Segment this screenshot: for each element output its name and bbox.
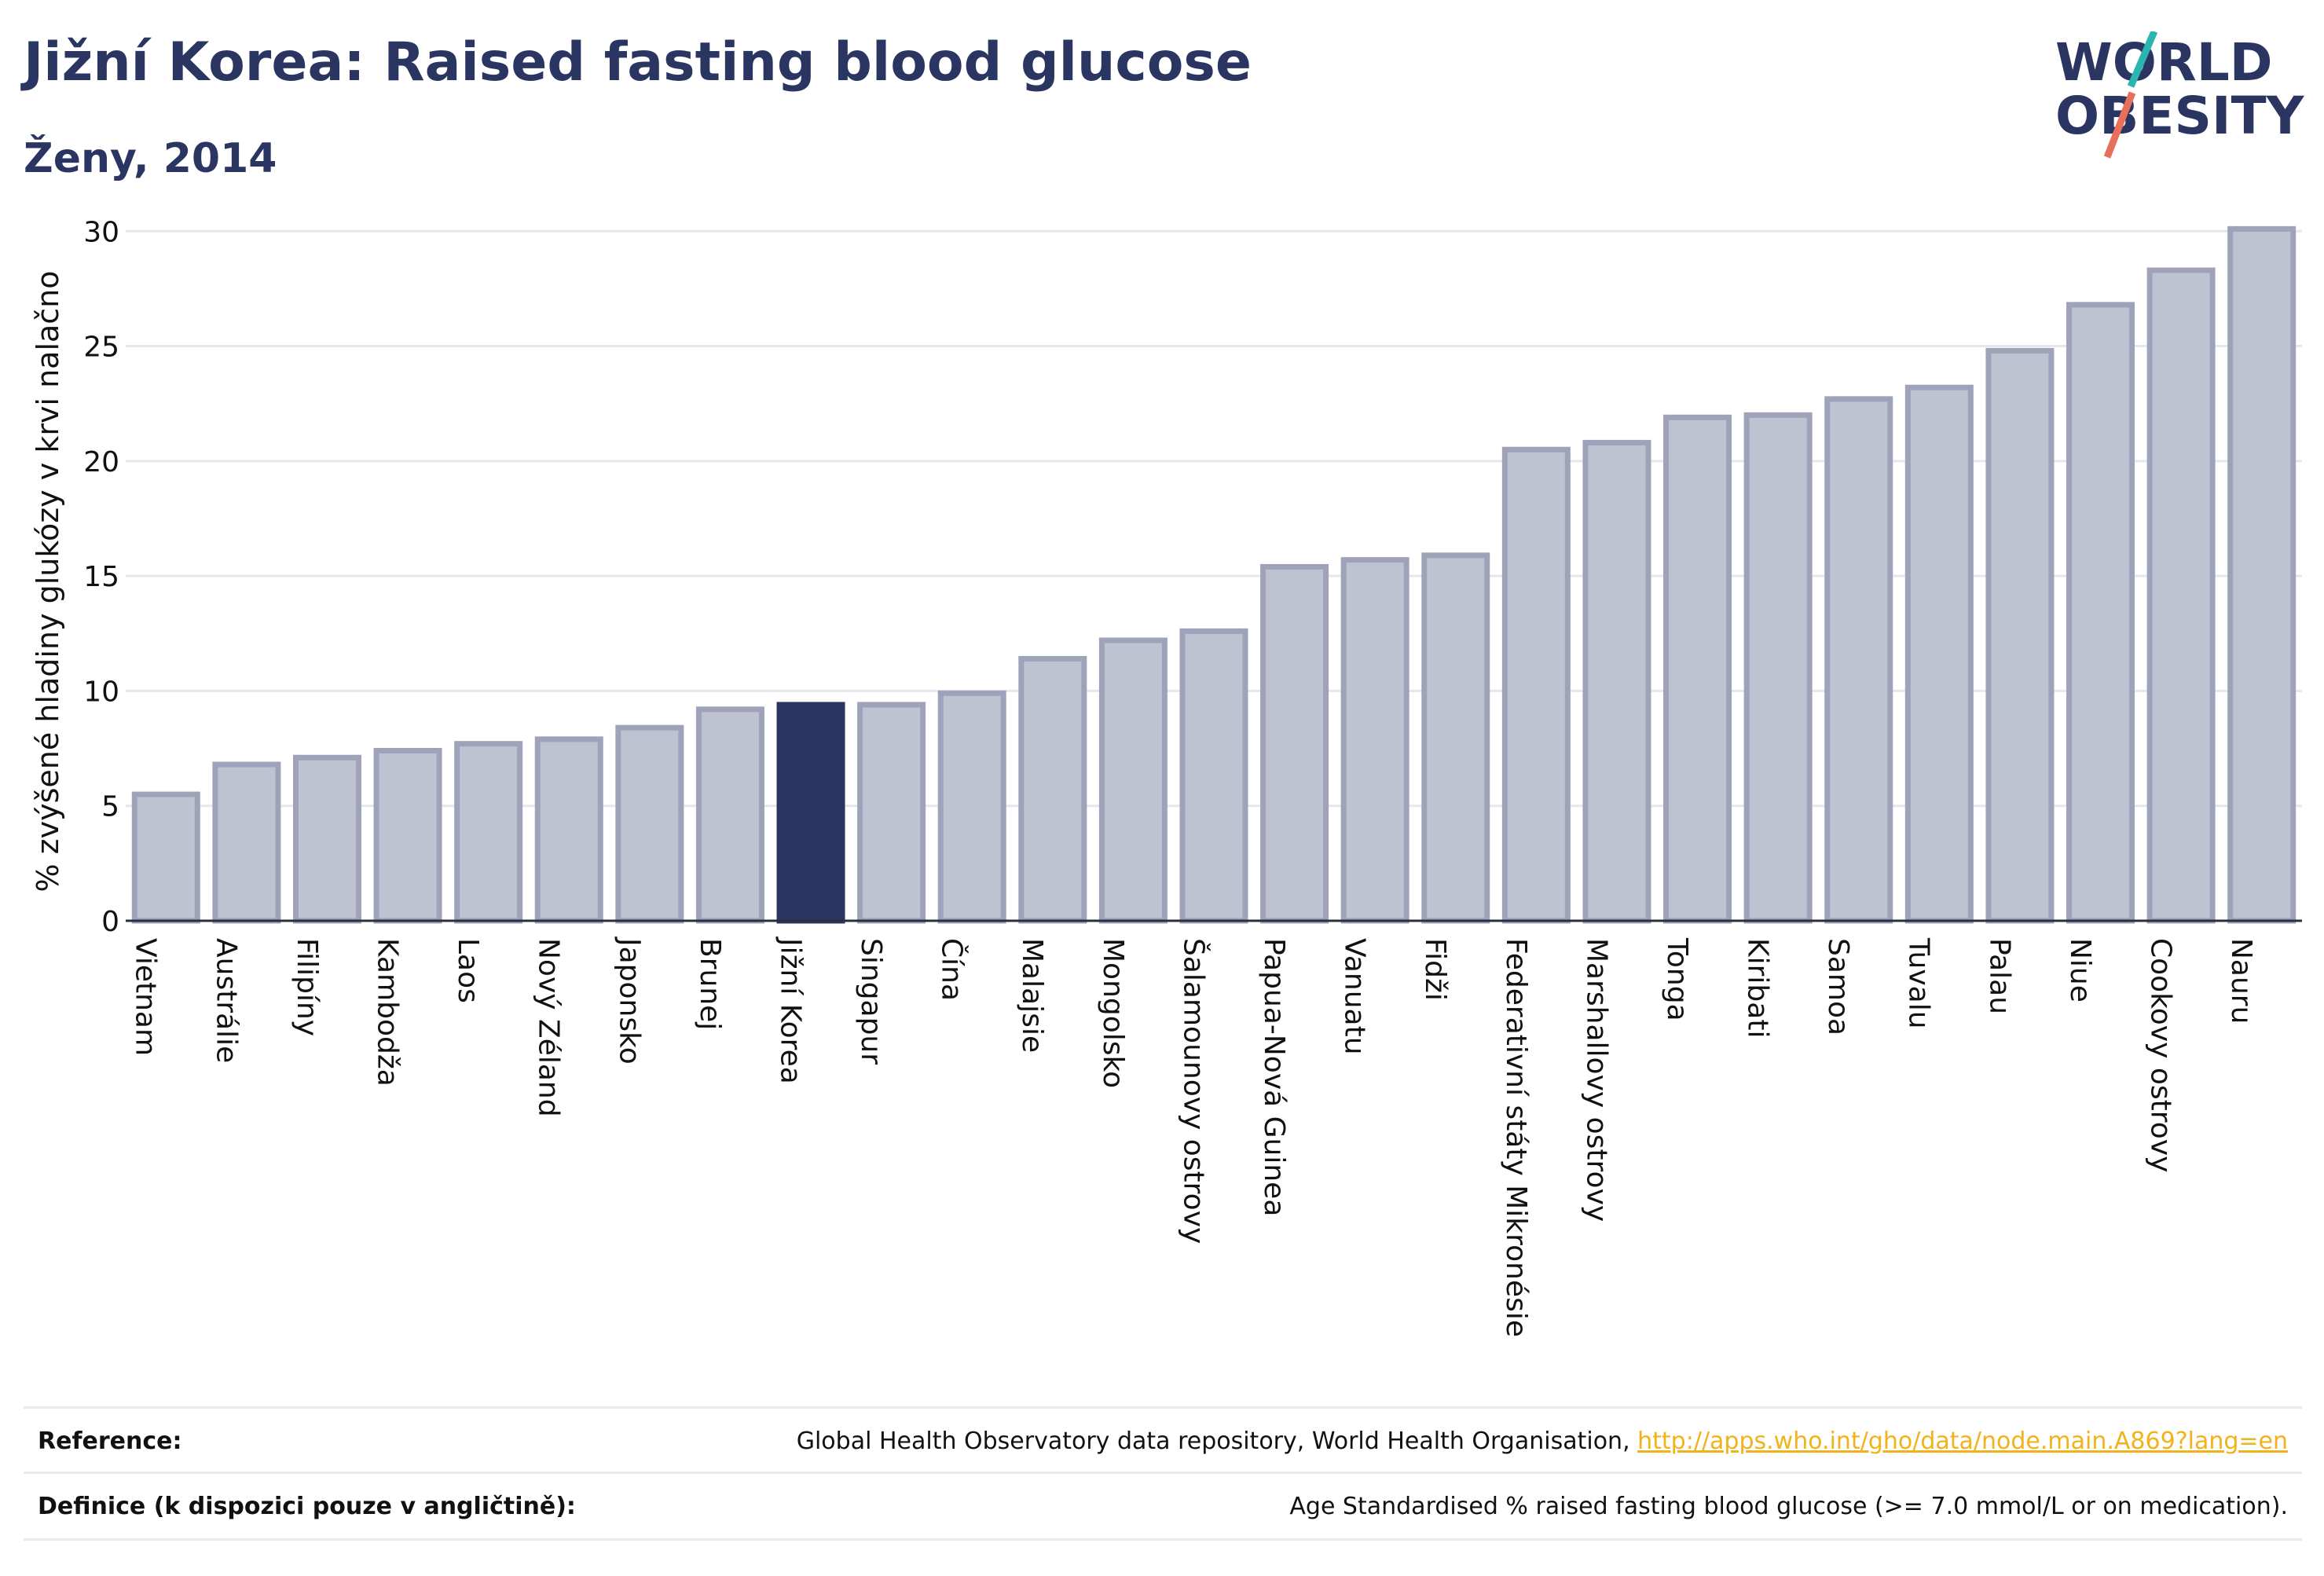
x-tick-label: Laos: [452, 938, 484, 1003]
bar-1[interactable]: [131, 791, 200, 924]
x-tick-label: Kambodža: [371, 938, 403, 1087]
bar-17[interactable]: [1421, 552, 1490, 924]
bar-2[interactable]: [212, 761, 281, 924]
x-tick-label: Palau: [1983, 938, 2015, 1014]
bar-23[interactable]: [1904, 384, 1974, 924]
x-tick-label: Filipíny: [291, 938, 323, 1036]
bar-14[interactable]: [1179, 628, 1248, 924]
x-tick-label: Malajsie: [1016, 938, 1048, 1053]
bar-13[interactable]: [1098, 637, 1167, 924]
y-tick-label: 20: [83, 446, 119, 478]
y-tick-label: 5: [101, 791, 119, 823]
bar-6[interactable]: [534, 736, 603, 924]
x-tick-label: Nauru: [2225, 938, 2257, 1024]
definition-label: Definice (k dispozici pouze v angličtině…: [38, 1493, 576, 1520]
reference-value: Global Health Observatory data repositor…: [797, 1428, 2288, 1455]
x-tick-label: Brunej: [694, 938, 726, 1030]
bar-21[interactable]: [1743, 412, 1813, 924]
y-axis-label: % zvýšené hladiny glukózy v krvi nalačno: [31, 270, 65, 892]
x-tick-label: Kiribati: [1742, 938, 1774, 1038]
x-tick-label: Samoa: [1822, 938, 1854, 1035]
x-tick-label: Tonga: [1661, 937, 1693, 1021]
definition-value: Age Standardised % raised fasting blood …: [1289, 1493, 2288, 1520]
x-tick-label: Singapur: [855, 938, 887, 1065]
bar-19[interactable]: [1582, 439, 1651, 924]
logo-slash-coral: [2103, 91, 2136, 159]
world-obesity-logo: WORLD OBESITY: [2055, 31, 2305, 159]
bar-chart: 0 5 10 15 20 25 30 Vietnam Austrálie Filipíny Kam…: [31, 216, 2302, 1337]
bar-20[interactable]: [1663, 414, 1732, 924]
footer-bottom-rule: [24, 1538, 2302, 1541]
x-tick-label: Nový Zéland: [533, 938, 565, 1117]
bar-25[interactable]: [2066, 302, 2135, 924]
x-tick-label: Vietnam: [130, 938, 162, 1056]
definition-row: Definice (k dispozici pouze v angličtině…: [24, 1472, 2302, 1537]
x-tick-label: Šalamounovy ostrovy: [1177, 938, 1210, 1244]
bar-10[interactable]: [857, 702, 926, 924]
bar-8[interactable]: [695, 706, 764, 924]
bar-12[interactable]: [1018, 655, 1087, 924]
bar-26[interactable]: [2146, 267, 2216, 924]
y-tick-label: 15: [83, 561, 119, 593]
x-tick-label: Cookovy ostrovy: [2145, 938, 2177, 1172]
x-tick-label: Federativní státy Mikronésie: [1500, 938, 1532, 1337]
reference-row: Reference: Global Health Observatory dat…: [24, 1406, 2302, 1472]
y-tick-label: 30: [83, 216, 119, 248]
bar-7[interactable]: [615, 724, 684, 924]
logo-slash-teal: [2127, 31, 2158, 88]
y-tick-label: 25: [83, 332, 119, 364]
x-tick-label: Čína: [936, 938, 969, 1001]
bar-18[interactable]: [1501, 446, 1571, 924]
x-tick-label: Fidži: [1419, 938, 1451, 1001]
x-tick-label: Mongolsko: [1097, 938, 1129, 1088]
reference-text: Global Health Observatory data repositor…: [796, 1428, 1638, 1455]
bar-22[interactable]: [1824, 396, 1893, 924]
bar-27[interactable]: [2227, 225, 2297, 924]
bar-16[interactable]: [1340, 557, 1409, 924]
chart-title: Jižní Korea: Raised fasting blood glucos…: [24, 31, 1252, 93]
x-tick-label: Niue: [2064, 938, 2096, 1002]
logo-line1: WORLD: [2055, 32, 2273, 93]
y-axis-ticks: 0 5 10 15 20 25 30: [83, 216, 119, 938]
bar-24[interactable]: [1985, 347, 2055, 924]
x-tick-label: Vanuatu: [1339, 938, 1371, 1055]
reference-link[interactable]: http://apps.who.int/gho/data/node.main.A…: [1637, 1428, 2288, 1455]
bar-11[interactable]: [937, 690, 1006, 924]
x-tick-label: Japonsko: [613, 936, 645, 1065]
logo-line2: OBESITY: [2055, 86, 2305, 146]
bar-9[interactable]: [776, 702, 845, 924]
x-tick-label: Tuvalu: [1903, 937, 1935, 1029]
x-tick-label: Marshallovy ostrovy: [1580, 938, 1612, 1222]
bar-3[interactable]: [292, 754, 361, 924]
bar-5[interactable]: [454, 741, 523, 924]
chart-subtitle: Ženy, 2014: [24, 135, 277, 182]
bar-4[interactable]: [373, 747, 442, 924]
x-tick-label: Austrálie: [210, 938, 242, 1063]
y-tick-label: 10: [83, 676, 119, 708]
y-tick-label: 0: [101, 906, 119, 938]
x-axis-labels: Vietnam Austrálie Filipíny Kambodža Laos Nový…: [130, 936, 2257, 1337]
x-tick-label: Jižní Korea: [774, 936, 806, 1084]
reference-label: Reference:: [38, 1428, 182, 1455]
bar-15[interactable]: [1260, 563, 1329, 924]
x-tick-label: Papua-Nová Guinea: [1258, 938, 1290, 1216]
